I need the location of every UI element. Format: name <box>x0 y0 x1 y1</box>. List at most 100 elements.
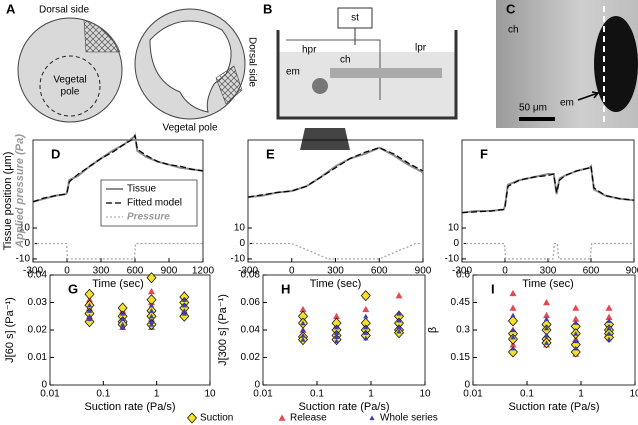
point <box>395 292 403 299</box>
diagram-text: Vegetal <box>53 75 86 86</box>
point <box>362 305 370 313</box>
y-tick-label: 0.3 <box>456 325 470 336</box>
point <box>363 324 369 330</box>
line <box>247 147 424 198</box>
x-tick-label: 10 <box>629 389 638 400</box>
vegetal-region <box>39 55 101 117</box>
point <box>86 313 93 319</box>
diagram-text: em <box>560 98 574 109</box>
legend-label: Release <box>290 413 327 424</box>
diagram-text: ch <box>340 55 351 66</box>
x-tick-label: 900 <box>415 266 432 277</box>
x-tick-label: -300 <box>238 266 258 277</box>
legend-swatch <box>278 414 286 421</box>
point <box>509 304 517 311</box>
x-tick-label: 10 <box>204 389 216 400</box>
x-axis-label: Time (sec) <box>522 278 574 290</box>
panel-label: D <box>51 146 60 161</box>
x-tick-label: -300 <box>452 266 472 277</box>
y-tick-label: 0 <box>254 380 260 391</box>
y-tick-label: 0 <box>41 380 47 391</box>
y-tick-label: 0.03 <box>28 297 48 308</box>
x-tick-label: 0.1 <box>96 389 110 400</box>
panel-label: E <box>266 146 275 161</box>
point <box>84 316 95 328</box>
y-tick-label: 0.6 <box>456 270 470 281</box>
panel-label: I <box>491 281 495 296</box>
panel-label: B <box>263 1 272 16</box>
legend-label: Pressure <box>127 212 170 223</box>
point <box>509 289 517 297</box>
x-axis-label: Suction rate (Pa/s) <box>84 401 175 413</box>
x-tick-label: 300 <box>327 266 344 277</box>
point <box>181 297 187 302</box>
y-tick-label: 0.15 <box>451 352 471 363</box>
point <box>333 312 341 320</box>
panel-b: B st hpr lpr em ch <box>263 1 458 150</box>
line <box>461 164 635 214</box>
x-tick-label: 600 <box>583 266 600 277</box>
y-tick-label: 0 <box>453 238 459 249</box>
point <box>300 327 306 333</box>
point <box>84 288 95 300</box>
point <box>146 272 157 284</box>
point <box>120 321 126 327</box>
point <box>510 345 516 351</box>
diagram-text: lpr <box>415 43 427 54</box>
point <box>543 340 550 345</box>
point <box>148 302 155 308</box>
y-tick-label: -10 <box>445 254 460 265</box>
x-tick-label: 1200 <box>192 266 215 277</box>
x-tick-label: 300 <box>93 266 110 277</box>
hatched-region <box>83 19 121 53</box>
point <box>572 304 580 311</box>
y-tick-label: -10 <box>16 254 31 265</box>
x-tick-label: 10 <box>419 389 431 400</box>
point <box>606 331 612 336</box>
point <box>605 313 613 320</box>
y-tick-label: 0.02 <box>28 325 48 336</box>
y-tick-label: 0.01 <box>28 352 48 363</box>
point <box>570 346 581 358</box>
x-tick-label: 0.01 <box>463 389 483 400</box>
x-axis-label: Suction rate (Pa/s) <box>298 401 389 413</box>
panel-label: H <box>281 281 290 296</box>
scale-text: 50 μm <box>519 103 547 114</box>
diagram-text: pole <box>61 87 80 98</box>
arrow <box>577 91 600 101</box>
legend-label: Whole series <box>380 413 438 424</box>
diagram-text: ch <box>508 25 519 36</box>
point <box>181 310 187 316</box>
hatched-region <box>215 65 243 105</box>
point <box>120 316 126 322</box>
legend-label: Fitted model <box>127 198 182 209</box>
y-axis-label: Tissue position (μm) <box>2 152 14 251</box>
point <box>573 331 579 336</box>
x-tick-label: 0.1 <box>310 389 324 400</box>
x-tick-label: 1 <box>154 389 160 400</box>
y-tick-label: 0.04 <box>28 270 48 281</box>
x-axis-label: Suction rate (Pa/s) <box>508 401 599 413</box>
point <box>606 325 612 331</box>
y-axis-label: Applied pressure (Pa) <box>14 134 26 249</box>
point <box>606 318 612 323</box>
point <box>396 317 402 323</box>
panel-label: C <box>506 1 516 16</box>
x-tick-label: 600 <box>127 266 144 277</box>
embryo <box>312 78 328 94</box>
point <box>606 336 612 342</box>
point <box>508 315 518 327</box>
x-tick-label: 900 <box>626 266 638 277</box>
x-tick-label: 300 <box>540 266 557 277</box>
x-tick-label: 0.01 <box>40 389 60 400</box>
point <box>181 302 187 308</box>
embryo <box>594 16 638 112</box>
point <box>510 327 516 333</box>
y-tick-label: -10 <box>231 254 246 265</box>
x-tick-label: 900 <box>161 266 178 277</box>
point <box>333 334 340 339</box>
point <box>147 288 155 295</box>
y-tick-label: 0 <box>24 238 30 249</box>
x-tick-label: 0.1 <box>520 389 534 400</box>
point <box>148 308 155 313</box>
